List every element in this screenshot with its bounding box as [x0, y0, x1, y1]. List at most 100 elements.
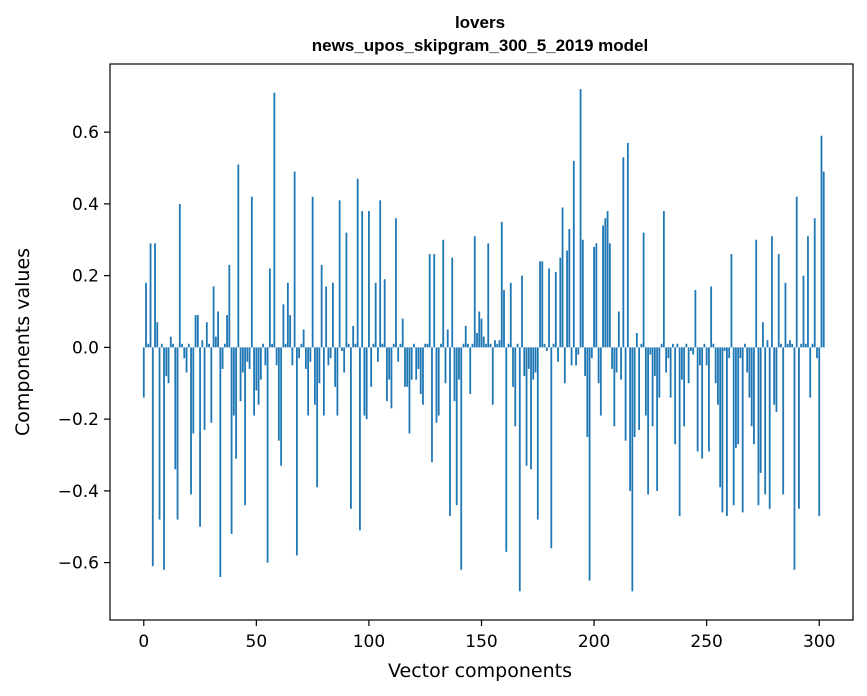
- bar-146: [471, 343, 474, 348]
- bar-296: [809, 347, 812, 398]
- bar-198: [588, 347, 591, 581]
- bar-2: [147, 343, 150, 348]
- bar-75: [311, 196, 314, 348]
- bar-45: [244, 347, 246, 506]
- bar-186: [561, 207, 564, 348]
- bar-242: [687, 347, 690, 384]
- bar-212: [620, 347, 622, 380]
- bar-162: [507, 343, 510, 348]
- bar-23: [194, 315, 197, 348]
- bar-297: [811, 343, 814, 348]
- bar-166: [516, 343, 519, 348]
- y-tick-label: −0.6: [58, 554, 99, 574]
- bar-115: [401, 318, 404, 348]
- bar-27: [203, 347, 206, 430]
- y-axis-label: Components values: [12, 248, 34, 436]
- bar-4: [151, 347, 154, 567]
- bar-72: [304, 347, 307, 369]
- bar-195: [581, 239, 584, 348]
- bar-71: [302, 329, 305, 348]
- bar-257: [721, 347, 724, 513]
- bar-254: [714, 347, 717, 384]
- bar-117: [406, 347, 409, 387]
- bar-63: [284, 343, 287, 348]
- bar-42: [237, 164, 240, 348]
- bar-48: [250, 196, 253, 348]
- bar-126: [426, 343, 429, 348]
- bar-26: [201, 340, 204, 348]
- bar-192: [575, 347, 577, 366]
- bar-227: [653, 347, 656, 377]
- bar-275: [762, 322, 764, 348]
- bar-50: [255, 347, 258, 391]
- bar-32: [214, 336, 217, 348]
- x-tick-label: 300: [803, 632, 835, 652]
- bar-60: [277, 347, 280, 441]
- bar-44: [241, 347, 244, 373]
- bar-248: [701, 347, 704, 459]
- bar-86: [336, 347, 339, 416]
- bar-7: [158, 347, 161, 520]
- bar-95: [356, 178, 359, 348]
- bar-0: [142, 347, 145, 398]
- bar-31: [212, 286, 215, 348]
- bar-106: [381, 343, 384, 348]
- bar-24: [196, 315, 199, 348]
- bar-240: [683, 347, 686, 427]
- bar-56: [268, 268, 271, 348]
- bar-170: [525, 347, 528, 466]
- bar-59: [275, 347, 278, 366]
- bar-158: [498, 340, 501, 348]
- bar-214: [624, 347, 627, 441]
- bar-204: [602, 225, 604, 348]
- bar-series: [142, 89, 825, 592]
- bar-224: [647, 347, 650, 495]
- bar-88: [341, 347, 343, 351]
- bar-18: [183, 347, 186, 359]
- bar-288: [791, 343, 794, 348]
- bar-49: [253, 347, 255, 416]
- bar-30: [210, 347, 213, 423]
- bar-182: [552, 343, 555, 348]
- bar-251: [708, 347, 710, 452]
- bar-21: [190, 347, 192, 495]
- bar-283: [780, 343, 782, 348]
- bar-217: [631, 347, 634, 592]
- bar-238: [678, 347, 681, 516]
- bar-159: [500, 221, 503, 348]
- bar-34: [219, 347, 222, 577]
- bar-96: [359, 347, 361, 531]
- bar-171: [527, 347, 530, 369]
- bar-14: [174, 347, 177, 470]
- bar-8: [160, 343, 163, 348]
- bar-165: [514, 347, 517, 427]
- bar-119: [410, 347, 413, 380]
- bar-163: [509, 282, 512, 348]
- bar-253: [712, 343, 715, 348]
- y-tick-label: −0.2: [58, 410, 99, 430]
- bar-156: [494, 340, 496, 348]
- bar-89: [343, 347, 346, 373]
- bar-294: [804, 343, 807, 348]
- bar-53: [262, 343, 264, 348]
- bar-196: [584, 347, 586, 377]
- bar-35: [221, 347, 224, 369]
- bar-52: [259, 347, 262, 380]
- bar-223: [644, 347, 647, 416]
- bar-281: [775, 347, 778, 412]
- bar-70: [300, 343, 303, 348]
- bar-39: [230, 347, 233, 534]
- bar-112: [395, 218, 397, 348]
- bar-120: [413, 343, 415, 348]
- bar-207: [608, 243, 611, 348]
- bar-133: [442, 239, 445, 348]
- bar-180: [548, 268, 550, 348]
- bar-150: [480, 318, 483, 348]
- bar-241: [685, 343, 688, 348]
- bar-267: [744, 343, 746, 348]
- bar-91: [347, 343, 350, 348]
- bar-121: [415, 347, 418, 380]
- bar-51: [257, 347, 260, 405]
- bar-286: [786, 343, 789, 348]
- bar-277: [766, 340, 769, 348]
